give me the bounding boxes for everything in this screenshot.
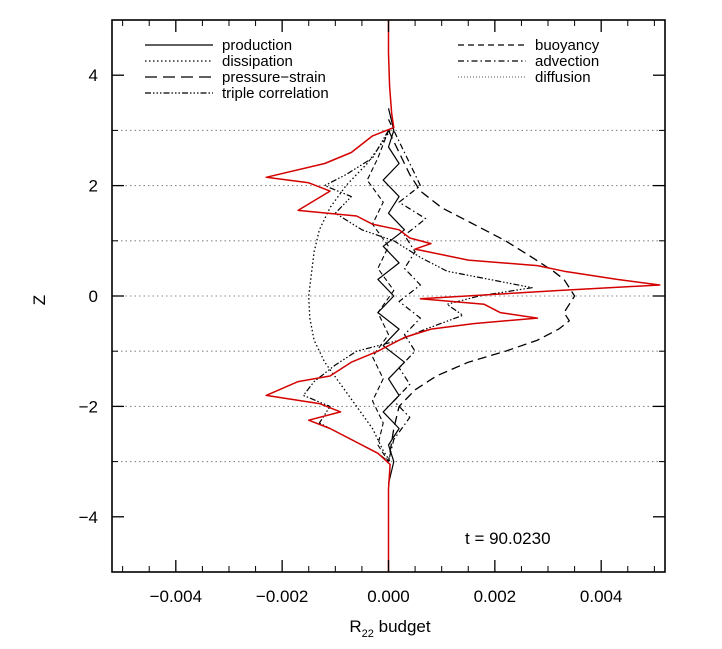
legend-label-right-2: diffusion [535, 69, 591, 86]
x-tick-label-2: 0.000 [367, 587, 410, 606]
legend-label-right-0: buoyancy [535, 37, 600, 54]
legend-label-left-2: pressure−strain [222, 69, 326, 86]
series-line-pressure-strain [387, 130, 576, 462]
x-axis-label-subscript: 22 [362, 628, 374, 640]
series-line-diffusion [265, 20, 661, 572]
legend-label-left-1: dissipation [222, 53, 293, 70]
x-tick-label-3: 0.002 [474, 587, 517, 606]
x-axis-label-suffix: budget [374, 617, 431, 636]
axis-ticks [112, 19, 665, 573]
series-line-buoyancy [366, 130, 395, 462]
reference-lines [112, 129, 665, 463]
y-tick-label-1: −2 [79, 397, 98, 416]
y-tick-labels: −4 −2 0 2 4 [79, 66, 98, 527]
y-tick-label-3: 2 [89, 177, 98, 196]
legend-label-right-1: advection [535, 53, 599, 70]
x-tick-labels: −0.004 −0.002 0.000 0.002 0.004 [150, 587, 623, 606]
series-line-production [377, 108, 406, 484]
legend: productiondissipationpressure−straintrip… [145, 37, 600, 102]
y-axis-label: Z [30, 295, 49, 305]
legend-label-left-3: triple correlation [222, 85, 329, 102]
legend-label-left-0: production [222, 37, 292, 54]
series-line-dissipation [308, 130, 391, 462]
y-tick-label-0: −4 [79, 508, 98, 527]
time-annotation: t = 90.0230 [465, 529, 551, 548]
series-layer [265, 20, 661, 572]
y-tick-label-2: 0 [89, 287, 98, 306]
y-tick-label-4: 4 [89, 66, 98, 85]
series-line-triple-correlation [302, 130, 533, 463]
x-axis-label-main: R [349, 617, 361, 636]
x-axis-label: R22 budget [349, 617, 431, 640]
x-tick-label-0: −0.004 [150, 587, 202, 606]
x-tick-label-4: 0.004 [580, 587, 623, 606]
x-tick-label-1: −0.002 [256, 587, 308, 606]
